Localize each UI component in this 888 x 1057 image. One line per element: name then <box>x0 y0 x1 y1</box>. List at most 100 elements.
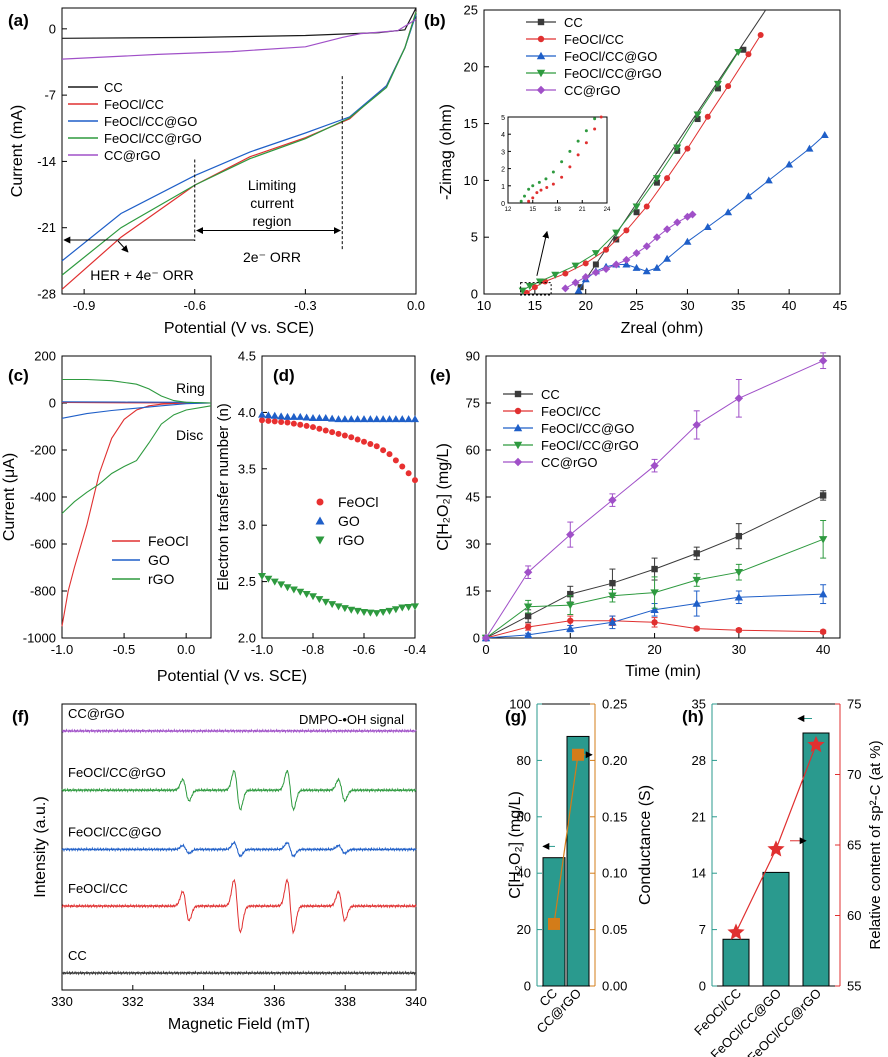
b-inset-red-point <box>568 165 572 169</box>
b-inset-green-point <box>523 194 526 198</box>
h-y-tick-label: 0 <box>699 979 706 994</box>
b-inset-green-point <box>544 177 548 181</box>
b-zoom-region <box>520 282 552 296</box>
g-y2-tick-label: 0.25 <box>602 697 627 712</box>
h-sp2c-point <box>767 840 785 857</box>
d-point <box>404 603 413 611</box>
e-point <box>650 589 659 597</box>
g-y-tick-label: 80 <box>517 753 531 768</box>
c-x-tick-label: -1.0 <box>51 642 73 657</box>
g-y2-tick-label: 0.20 <box>602 753 627 768</box>
e-point <box>523 568 533 577</box>
d-point <box>354 436 361 443</box>
f-x-tick-label: 332 <box>122 994 144 1009</box>
c-y-axis-label: Current (μA) <box>1 453 18 541</box>
a-y-tick-label: -28 <box>37 287 56 302</box>
b-inset-red-point <box>527 199 531 203</box>
c-y-tick-label: -1000 <box>23 631 56 646</box>
panel-label-a: (a) <box>8 11 29 30</box>
panel-label-f: (f) <box>12 707 29 726</box>
d-x-tick-label: -0.8 <box>302 642 324 657</box>
d-x-tick-label: -0.6 <box>353 642 375 657</box>
b-legend-label: FeOCl/CC@GO <box>564 49 657 64</box>
c-ring-label: Ring <box>176 380 205 396</box>
f-series-label: CC@rGO <box>68 706 125 721</box>
f-spectrum-0 <box>61 728 417 734</box>
b-legend-marker <box>536 51 546 60</box>
h-bar <box>722 938 750 987</box>
e-point <box>734 593 744 601</box>
d-point <box>385 415 394 423</box>
d-point <box>278 418 285 425</box>
d-point <box>411 603 419 611</box>
d-point <box>315 414 324 422</box>
a-y-tick-label: 0 <box>49 21 56 36</box>
b-point <box>693 111 702 119</box>
b-point <box>591 268 600 277</box>
b-point <box>518 287 527 294</box>
e-legend-marker <box>513 423 523 432</box>
b-point <box>633 209 640 216</box>
e-legend-label: CC@rGO <box>541 455 598 470</box>
c-series-2 <box>61 402 212 419</box>
a-limiting-text: current <box>250 195 294 211</box>
d-y-tick-label: 3.5 <box>238 461 256 476</box>
d-point <box>297 421 304 428</box>
b-point <box>673 144 682 152</box>
b-point <box>785 160 794 168</box>
e-y-tick-label: 60 <box>466 443 480 458</box>
c-disc-label: Disc <box>176 427 203 443</box>
b-inset-x-tick-label: 18 <box>554 207 561 213</box>
d-point <box>316 425 323 432</box>
b-inset-x-tick-label: 15 <box>529 207 536 213</box>
e-point <box>819 628 827 635</box>
c-x-tick-label: 0.0 <box>177 642 195 657</box>
d-point <box>334 603 343 611</box>
b-point <box>571 262 580 270</box>
d-point <box>379 609 388 617</box>
b-series-line-1 <box>526 34 762 294</box>
plot-frame <box>61 7 417 295</box>
d-point <box>303 422 310 429</box>
c-series-4 <box>61 405 212 514</box>
d-point <box>361 438 367 445</box>
d-point <box>412 477 418 484</box>
h-y2-tick-label: 55 <box>847 979 861 994</box>
e-y-tick-label: 30 <box>466 537 480 552</box>
d-point <box>366 415 375 423</box>
f-spectrum-1 <box>61 769 417 812</box>
e-point <box>481 633 491 643</box>
d-point <box>289 586 298 594</box>
a-orr2e-label: 2e⁻ ORR <box>243 249 301 265</box>
b-zoom-arrow <box>536 230 550 276</box>
d-point <box>372 610 381 618</box>
b-point <box>764 176 773 184</box>
b-point <box>591 250 600 258</box>
d-point <box>404 415 413 423</box>
panel-label-h: (h) <box>682 707 704 726</box>
b-point <box>652 175 661 183</box>
b-point <box>683 237 692 245</box>
panel-label-c: (c) <box>8 366 29 385</box>
b-point <box>652 263 661 271</box>
b-inset-green-point <box>576 139 580 143</box>
d-legend-marker <box>315 516 325 525</box>
e-x-tick-label: 30 <box>732 642 746 657</box>
e-y-tick-label: 15 <box>466 584 480 599</box>
e-point <box>735 532 743 540</box>
panel-label-e: (e) <box>430 366 451 385</box>
e-legend-marker <box>514 407 522 415</box>
d-point <box>398 415 407 423</box>
b-x-tick-label: 35 <box>731 298 745 313</box>
b-y-tick-label: 5 <box>471 230 478 245</box>
b-y-tick-label: 20 <box>464 59 478 74</box>
d-point <box>360 415 368 423</box>
a-y-tick-label: -14 <box>37 154 56 169</box>
d-point <box>379 415 388 423</box>
e-series-line-3 <box>485 538 824 639</box>
d-y-tick-label: 2.5 <box>238 574 256 589</box>
f-series-label: FeOCl/CC@rGO <box>68 765 166 780</box>
e-legend-marker <box>513 457 523 467</box>
b-point <box>525 283 534 291</box>
b-inset-red-point <box>531 196 535 200</box>
